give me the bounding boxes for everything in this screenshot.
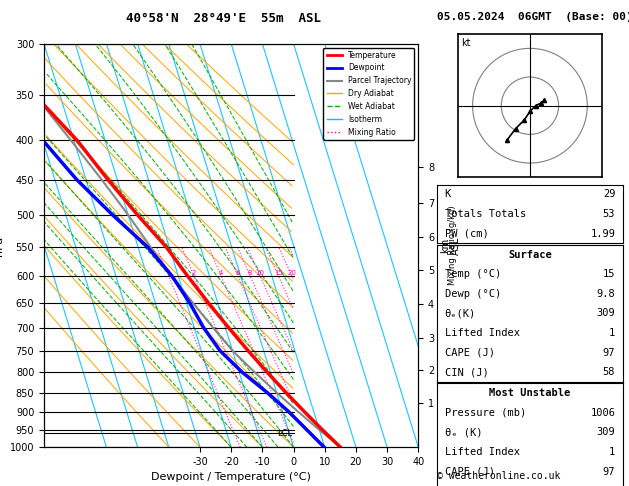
Text: Totals Totals: Totals Totals	[445, 209, 526, 219]
Text: 53: 53	[603, 209, 615, 219]
Text: 9.8: 9.8	[596, 289, 615, 299]
Text: 05.05.2024  06GMT  (Base: 00): 05.05.2024 06GMT (Base: 00)	[437, 12, 629, 22]
Text: 1: 1	[609, 447, 615, 457]
Text: 58: 58	[603, 367, 615, 377]
Text: 15: 15	[603, 269, 615, 279]
Text: 1: 1	[167, 270, 171, 276]
Text: 6: 6	[236, 270, 240, 276]
Text: kt: kt	[461, 38, 470, 48]
Text: LCL: LCL	[277, 429, 292, 438]
Text: CIN (J): CIN (J)	[445, 367, 488, 377]
Text: 4: 4	[219, 270, 223, 276]
X-axis label: Dewpoint / Temperature (°C): Dewpoint / Temperature (°C)	[151, 472, 311, 483]
Y-axis label: km
ASL: km ASL	[440, 236, 462, 255]
Text: θₑ (K): θₑ (K)	[445, 427, 482, 437]
Text: Mixing Ratio (g/kg): Mixing Ratio (g/kg)	[448, 206, 457, 285]
Text: 10: 10	[255, 270, 265, 276]
Text: θₑ(K): θₑ(K)	[445, 309, 476, 318]
Text: Pressure (mb): Pressure (mb)	[445, 408, 526, 418]
Text: 2: 2	[192, 270, 196, 276]
Text: CAPE (J): CAPE (J)	[445, 467, 494, 477]
Text: Dewp (°C): Dewp (°C)	[445, 289, 501, 299]
Text: 1006: 1006	[590, 408, 615, 418]
Text: 309: 309	[596, 309, 615, 318]
Text: 1.99: 1.99	[590, 229, 615, 239]
Text: 20: 20	[287, 270, 296, 276]
Text: 309: 309	[596, 427, 615, 437]
Text: Lifted Index: Lifted Index	[445, 328, 520, 338]
Text: © weatheronline.co.uk: © weatheronline.co.uk	[437, 471, 560, 481]
Text: 29: 29	[603, 190, 615, 199]
Legend: Temperature, Dewpoint, Parcel Trajectory, Dry Adiabat, Wet Adiabat, Isotherm, Mi: Temperature, Dewpoint, Parcel Trajectory…	[323, 48, 415, 139]
Text: Surface: Surface	[508, 250, 552, 260]
Text: Most Unstable: Most Unstable	[489, 388, 571, 398]
Text: K: K	[445, 190, 451, 199]
Text: 97: 97	[603, 467, 615, 477]
Text: 40°58'N  28°49'E  55m  ASL: 40°58'N 28°49'E 55m ASL	[126, 12, 321, 25]
Text: CAPE (J): CAPE (J)	[445, 347, 494, 358]
Text: 1: 1	[609, 328, 615, 338]
Text: 15: 15	[274, 270, 283, 276]
Text: 97: 97	[603, 347, 615, 358]
Text: Temp (°C): Temp (°C)	[445, 269, 501, 279]
Text: Lifted Index: Lifted Index	[445, 447, 520, 457]
Y-axis label: hPa: hPa	[0, 235, 4, 256]
Text: PW (cm): PW (cm)	[445, 229, 488, 239]
Text: 8: 8	[248, 270, 252, 276]
